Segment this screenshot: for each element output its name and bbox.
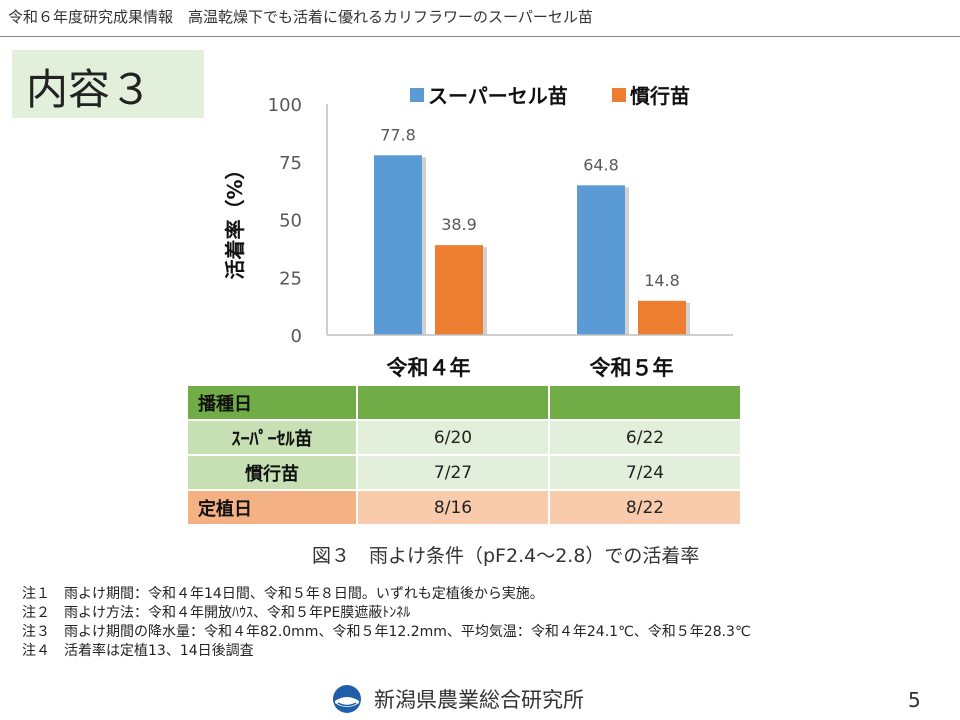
cell-r5: 7/24 — [548, 454, 742, 491]
cell-r4: 8/16 — [356, 489, 550, 526]
organization-name: 新潟県農業総合研究所 — [374, 688, 584, 712]
data-label: 64.8 — [583, 155, 619, 174]
cell-r5: 6/22 — [548, 419, 742, 456]
legend-swatch — [410, 88, 424, 102]
table-row: 播種日 — [186, 384, 742, 421]
section-label-box: 内容３ — [12, 50, 204, 118]
footer-organization: 新潟県農業総合研究所 — [332, 684, 584, 714]
figure-caption: 図３ 雨よけ条件（pF2.4～2.8）での活着率 — [312, 545, 700, 567]
row-label-sowing-date: 播種日 — [186, 384, 358, 421]
note-1: 注１ 雨よけ期間：令和４年14日間、令和５年８日間。いずれも定植後から実施。 — [22, 586, 544, 602]
bar-supercell-0 — [374, 155, 422, 335]
y-tick-label: 25 — [279, 268, 302, 289]
bar-conventional-0 — [435, 245, 483, 335]
y-tick-label: 75 — [279, 153, 302, 174]
notes: 注１ 雨よけ期間：令和４年14日間、令和５年８日間。いずれも定植後から実施。 注… — [22, 585, 751, 661]
page-number: 5 — [908, 688, 921, 712]
y-tick-label: 0 — [291, 326, 302, 347]
table-row: 定植日 8/16 8/22 — [186, 489, 742, 526]
data-label: 14.8 — [644, 271, 680, 290]
x-category-label: 令和４年 — [387, 356, 471, 380]
cell-r5 — [548, 384, 742, 421]
cell-r4: 6/20 — [356, 419, 550, 456]
survival-rate-bar-chart: 0 25 50 75 100 活着率（%） 77.8 64.8 38.9 14.8 令和４年 令和５… — [223, 84, 733, 380]
section-label: 内容３ — [26, 65, 153, 114]
row-label-conventional: 慣行苗 — [186, 454, 358, 491]
data-label: 38.9 — [441, 215, 477, 234]
row-label-supercell: ｽｰﾊﾟｰｾﾙ苗 — [186, 419, 358, 456]
table-row: 慣行苗 7/27 7/24 — [186, 454, 742, 491]
x-category-label: 令和５年 — [590, 356, 674, 380]
legend-entry: 慣行苗 — [630, 84, 690, 108]
institute-logo-icon — [333, 685, 361, 713]
row-label-planting-date: 定植日 — [186, 489, 358, 526]
bar-conventional-1 — [638, 300, 686, 335]
legend-entry: スーパーセル苗 — [428, 84, 568, 108]
cell-r4: 7/27 — [356, 454, 550, 491]
y-tick-label: 100 — [268, 95, 302, 116]
data-label: 77.8 — [380, 125, 416, 144]
cell-r5: 8/22 — [548, 489, 742, 526]
bar-supercell-1 — [577, 185, 625, 335]
note-2: 注２ 雨よけ方法：令和４年開放ﾊｳｽ、令和５年PE膜遮蔽ﾄﾝﾈﾙ — [22, 605, 411, 621]
note-3: 注３ 雨よけ期間の降水量：令和４年82.0mm、令和５年12.2mm、平均気温：… — [22, 624, 751, 640]
y-tick-label: 50 — [279, 211, 302, 232]
header-title: 令和６年度研究成果情報 高温乾燥下でも活着に優れるカリフラワーのスーパーセル苗 — [8, 8, 593, 26]
cell-r4 — [356, 384, 550, 421]
note-4: 注４ 活着率は定植13、14日後調査 — [22, 643, 254, 659]
header-divider — [0, 36, 960, 37]
legend-swatch — [612, 88, 626, 102]
y-axis-label: 活着率（%） — [223, 159, 247, 279]
schedule-table: 播種日 ｽｰﾊﾟｰｾﾙ苗 6/20 6/22 慣行苗 7/27 7/24 定植日… — [186, 384, 742, 526]
table-row: ｽｰﾊﾟｰｾﾙ苗 6/20 6/22 — [186, 419, 742, 456]
